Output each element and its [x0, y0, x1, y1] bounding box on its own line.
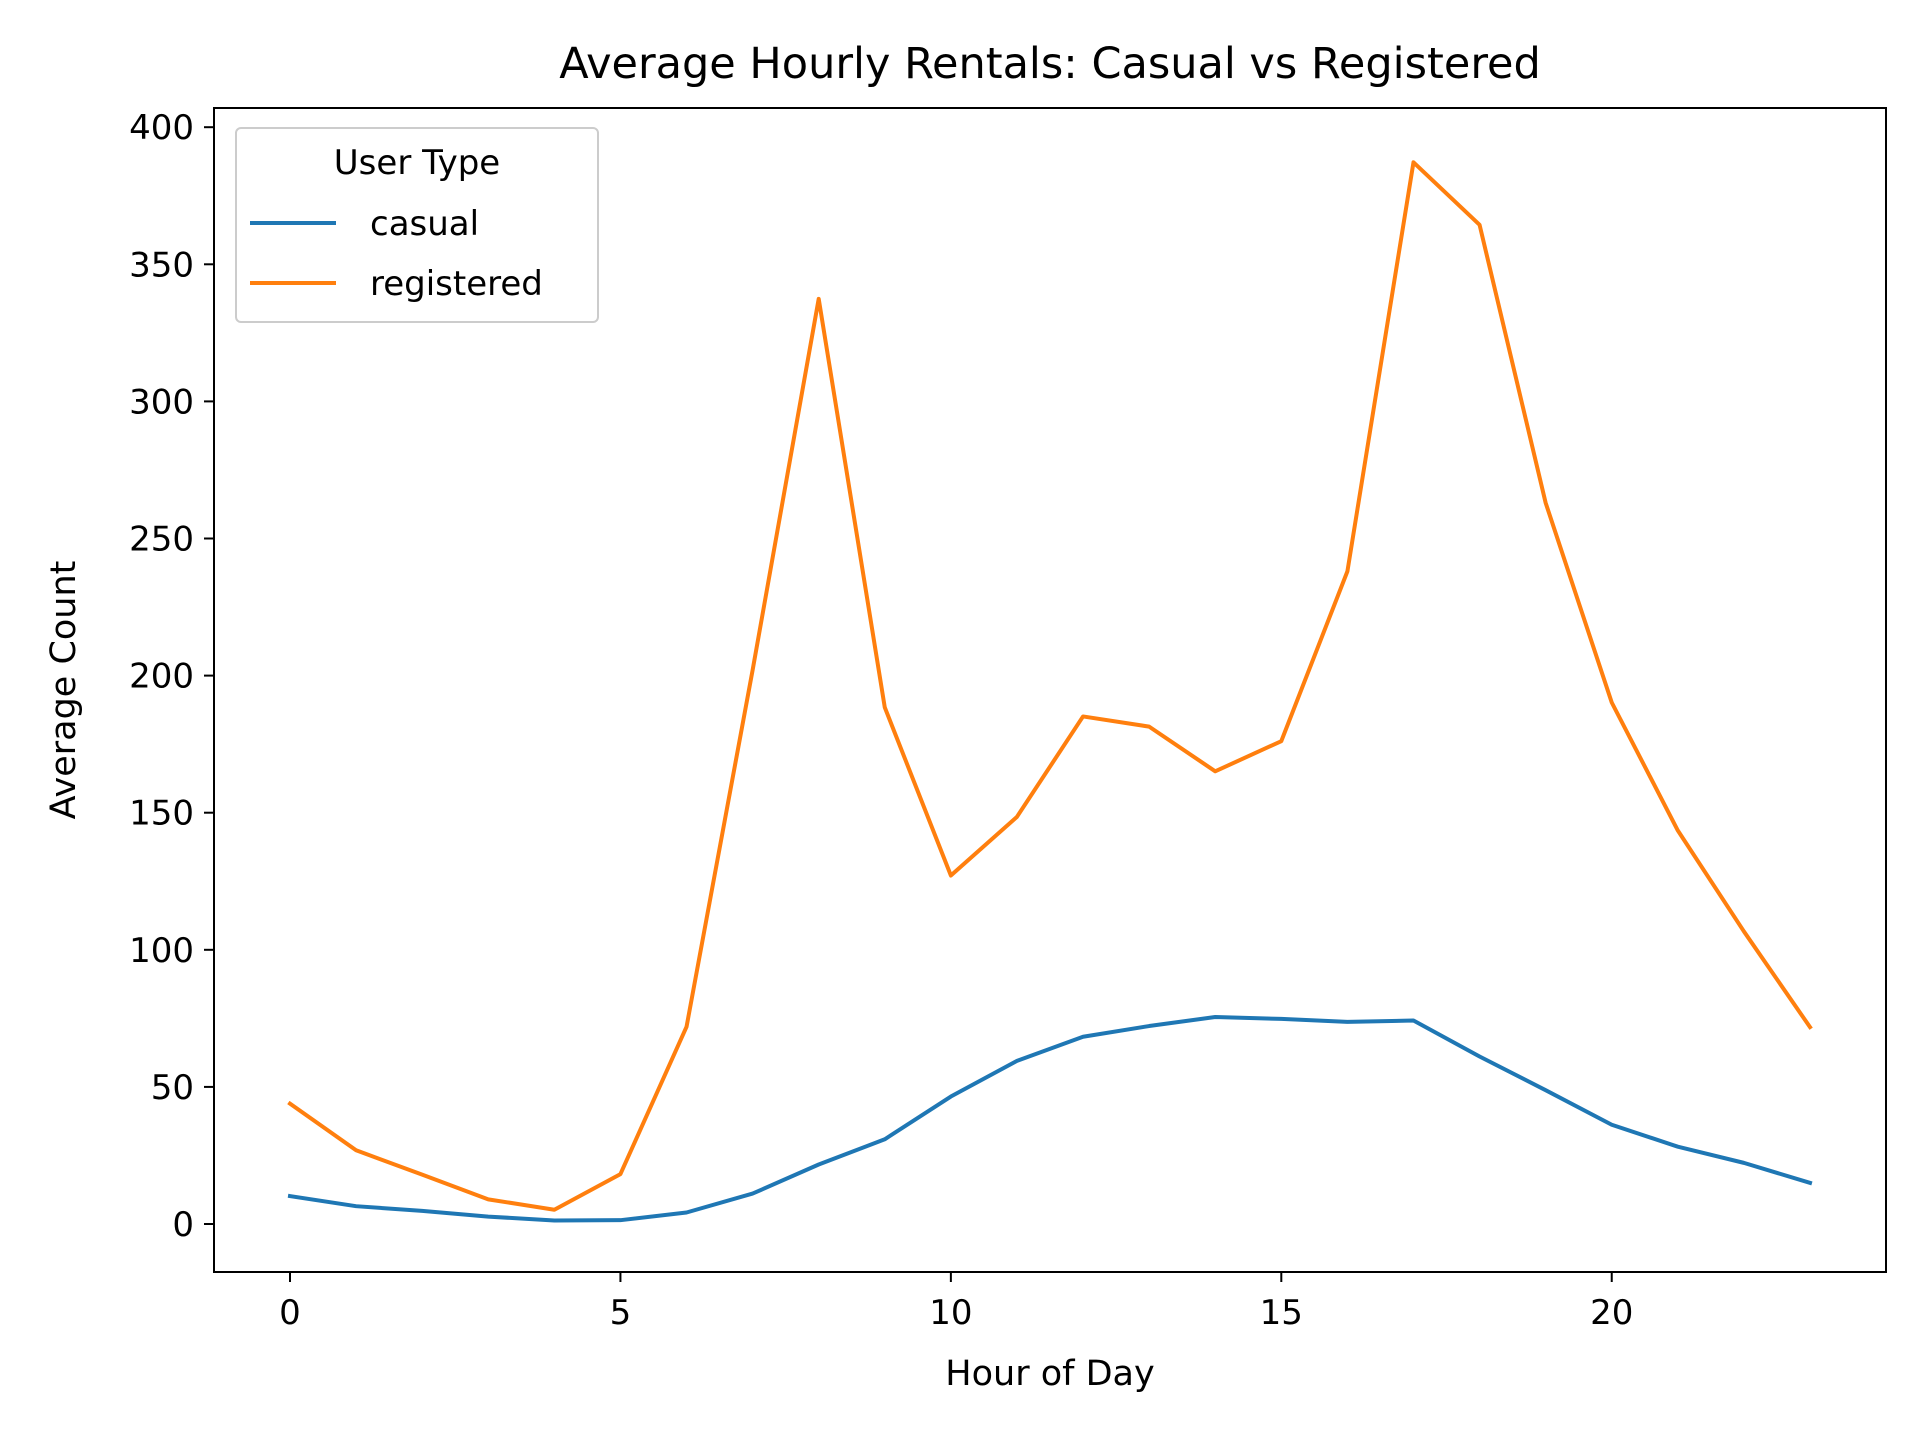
legend-title: User Type [334, 143, 500, 183]
y-tick-label: 250 [129, 520, 194, 560]
y-tick-label: 300 [129, 382, 194, 422]
y-tick-label: 0 [172, 1205, 194, 1245]
y-tick-label: 50 [151, 1068, 194, 1108]
series-line-registered [287, 160, 1813, 1212]
y-axis-label: Average Count [44, 561, 84, 820]
chart-title: Average Hourly Rentals: Casual vs Regist… [559, 39, 1541, 89]
plot-frame [213, 107, 1887, 1273]
y-tick-label: 350 [129, 245, 194, 285]
x-axis-label: Hour of Day [945, 1354, 1154, 1394]
x-tick-label: 20 [1590, 1293, 1633, 1333]
x-tick-label: 15 [1260, 1293, 1303, 1333]
x-axis-ticks: 0 5 10 15 20 [279, 1272, 1633, 1333]
y-tick-label: 400 [129, 108, 194, 148]
series-line-casual [287, 1014, 1813, 1223]
x-tick-label: 0 [279, 1293, 301, 1333]
legend-box [235, 127, 599, 323]
x-tick-label: 10 [929, 1293, 972, 1333]
series-layer [287, 160, 1813, 1223]
y-tick-label: 150 [129, 794, 194, 834]
legend-label-casual: casual [370, 204, 479, 244]
y-axis-ticks: 0 50 100 150 200 250 300 350 400 [129, 108, 214, 1245]
y-tick-label: 100 [129, 931, 194, 971]
y-tick-label: 200 [129, 657, 194, 697]
x-tick-label: 5 [610, 1293, 632, 1333]
legend-label-registered: registered [370, 264, 543, 304]
legend: User Type casual registered [235, 127, 599, 323]
